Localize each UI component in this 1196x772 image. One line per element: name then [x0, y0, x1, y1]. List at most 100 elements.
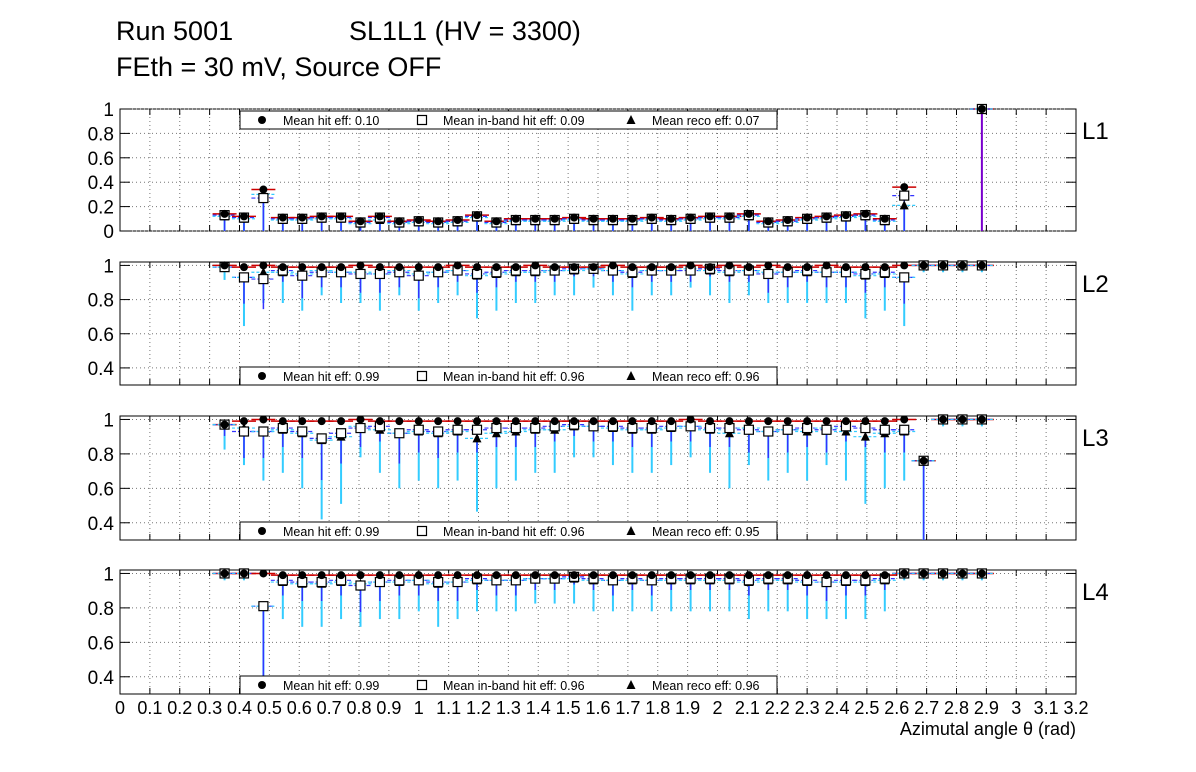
- panel-l1-hit-point: [239, 212, 248, 221]
- panel-l3-inband-point: [782, 424, 793, 435]
- panel-l1-hit-point: [861, 209, 870, 218]
- panel-l1-legend-hit-label: Mean hit eff: 0.10: [283, 114, 379, 128]
- panel-l1-legend-reco-marker: [626, 115, 636, 124]
- panel-l2-hit-point: [977, 261, 986, 270]
- x-tick-label: 2.6: [884, 698, 909, 718]
- panel-l3-hit-point: [706, 417, 715, 426]
- panel-l3: 0.4 0.6 0.8 1 Mean hit eff: 0.99 Mean in-band…: [88, 410, 1109, 541]
- panel-l2-hit-point: [317, 263, 326, 272]
- panel-l3-y-tick-label: 0.4: [88, 514, 115, 535]
- panel-l2-inband-point: [355, 268, 366, 280]
- panel-l1-hit-point: [686, 213, 695, 222]
- panel-l2-legend-reco-marker: [626, 371, 636, 380]
- panel-l2-hit-point: [744, 263, 753, 272]
- panel-l4-hit-point: [628, 571, 637, 580]
- x-axis-title: Azimutal angle θ (rad): [899, 719, 1076, 739]
- threshold-label: FEth = 30 mV, Source OFF: [116, 52, 442, 82]
- panel-l3-reco-point: [472, 433, 482, 443]
- panel-l3-hit-point: [725, 417, 734, 426]
- panel-l3-hit-point: [783, 417, 792, 426]
- panel-l4-hit-point: [958, 569, 967, 578]
- panel-l1-hit-point: [706, 212, 715, 221]
- panel-l4-hit-point: [686, 571, 695, 580]
- panel-l1-hit-point: [822, 212, 831, 221]
- panel-l2-hit-point: [239, 263, 248, 272]
- panel-l4-hit-point: [841, 571, 850, 580]
- panel-l3-hit-point: [686, 415, 695, 424]
- panel-l3-hit-point: [492, 417, 501, 426]
- panel-l1-legend-hit-marker: [258, 116, 266, 124]
- panel-l1-hit-point: [453, 216, 462, 225]
- panel-l4-hit-point: [239, 569, 248, 578]
- panel-l1-hit-point: [570, 213, 579, 222]
- panel-l4-hit-point: [356, 571, 365, 580]
- panel-l1-hit-point: [667, 214, 676, 223]
- panel-l1-hit-point: [414, 216, 423, 225]
- panel-l1-y-tick-label: 0.2: [88, 198, 114, 219]
- superlayer-label: SL1L1 (HV = 3300): [349, 16, 581, 46]
- panel-l3-hit-point: [375, 417, 384, 426]
- panel-l4-hit-point: [803, 571, 812, 580]
- panel-l3-y-tick-label: 0.6: [88, 479, 114, 500]
- panel-l3-hit-point: [861, 417, 870, 426]
- panel-l4-legend: Mean hit eff: 0.99 Mean in-band hit eff: …: [239, 675, 778, 695]
- panel-l1-legend-box: [239, 110, 778, 130]
- panel-l1-name-label: L1: [1082, 118, 1109, 145]
- panel-l1-hit-point: [298, 213, 307, 222]
- panel-l2-legend: Mean hit eff: 0.99 Mean in-band hit eff: …: [239, 366, 778, 386]
- panel-l2-inband-point: [899, 272, 910, 283]
- panel-l3-hit-point: [239, 417, 248, 426]
- panel-l4-hit-point: [647, 571, 656, 580]
- panel-l4-hit-point: [473, 571, 482, 580]
- panel-l1-inband-point: [258, 192, 269, 204]
- x-tick-label: 0.9: [376, 698, 401, 718]
- panel-l2-hit-point: [550, 263, 559, 272]
- panel-l2-legend-inband-marker: [416, 370, 428, 382]
- panel-l2: 0.4 0.6 0.8 1 Mean hit eff: 0.99 Mean in-band…: [88, 256, 1109, 386]
- panel-l2-hit-point: [259, 261, 268, 270]
- panel-l1-hit-point: [531, 214, 540, 223]
- panel-l2-hit-point: [453, 261, 462, 270]
- panel-l4-inband-point: [258, 601, 269, 612]
- panel-l1-y-tick-label: 0: [103, 222, 114, 243]
- panel-l1-legend-reco-label: Mean reco eff: 0.07: [652, 114, 760, 128]
- panel-l2-legend-inband-label: Mean in-band hit eff: 0.96: [443, 370, 585, 384]
- panel-l2-hit-point: [647, 263, 656, 272]
- panel-l3-hit-point: [803, 417, 812, 426]
- panel-l1-hit-point: [764, 217, 773, 226]
- panel-l3-legend-hit-label: Mean hit eff: 0.99: [283, 525, 379, 539]
- panel-l4-hit-point: [589, 571, 598, 580]
- x-tick-label: 0.7: [317, 698, 342, 718]
- x-tick-label: 2.8: [944, 698, 969, 718]
- panel-l4-hit-point: [531, 571, 540, 580]
- panel-l3-hit-point: [337, 417, 346, 426]
- x-tick-label: 1.7: [615, 698, 640, 718]
- panel-l2-hit-point: [841, 263, 850, 272]
- panel-l4-hit-point: [317, 571, 326, 580]
- panel-l1-hit-point: [278, 213, 287, 222]
- panel-l3-hit-point: [278, 417, 287, 426]
- panel-l2-hit-point: [803, 263, 812, 272]
- x-tick-label: 1.1: [436, 698, 461, 718]
- panel-l1-inband-point: [899, 190, 910, 201]
- panel-l2-hit-point: [492, 263, 501, 272]
- panel-l3-hit-point: [667, 417, 676, 426]
- panel-l4-hit-point: [278, 571, 287, 580]
- panel-l3-inband-point: [452, 424, 463, 435]
- panel-l3-hit-point: [900, 415, 909, 424]
- panel-l3-hit-point: [608, 417, 617, 426]
- x-tick-label: 1.2: [466, 698, 491, 718]
- panel-l3-legend: Mean hit eff: 0.99 Mean in-band hit eff: …: [239, 521, 778, 541]
- x-tick-label: 2.4: [824, 698, 849, 718]
- panel-l1-hit-point: [900, 183, 909, 192]
- panel-l1-hit-point: [647, 213, 656, 222]
- panel-l3-hit-point: [317, 417, 326, 426]
- panel-l4-hit-point: [783, 571, 792, 580]
- x-tick-label: 1.9: [675, 698, 700, 718]
- panel-l4-hit-point: [744, 571, 753, 580]
- panel-l1-hit-point: [317, 212, 326, 221]
- x-tick-label: 3.1: [1034, 698, 1059, 718]
- panel-l2-inband-point: [258, 273, 269, 285]
- panel-l3-hit-point: [298, 417, 307, 426]
- panel-l2-y-tick-label: 0.8: [88, 291, 114, 312]
